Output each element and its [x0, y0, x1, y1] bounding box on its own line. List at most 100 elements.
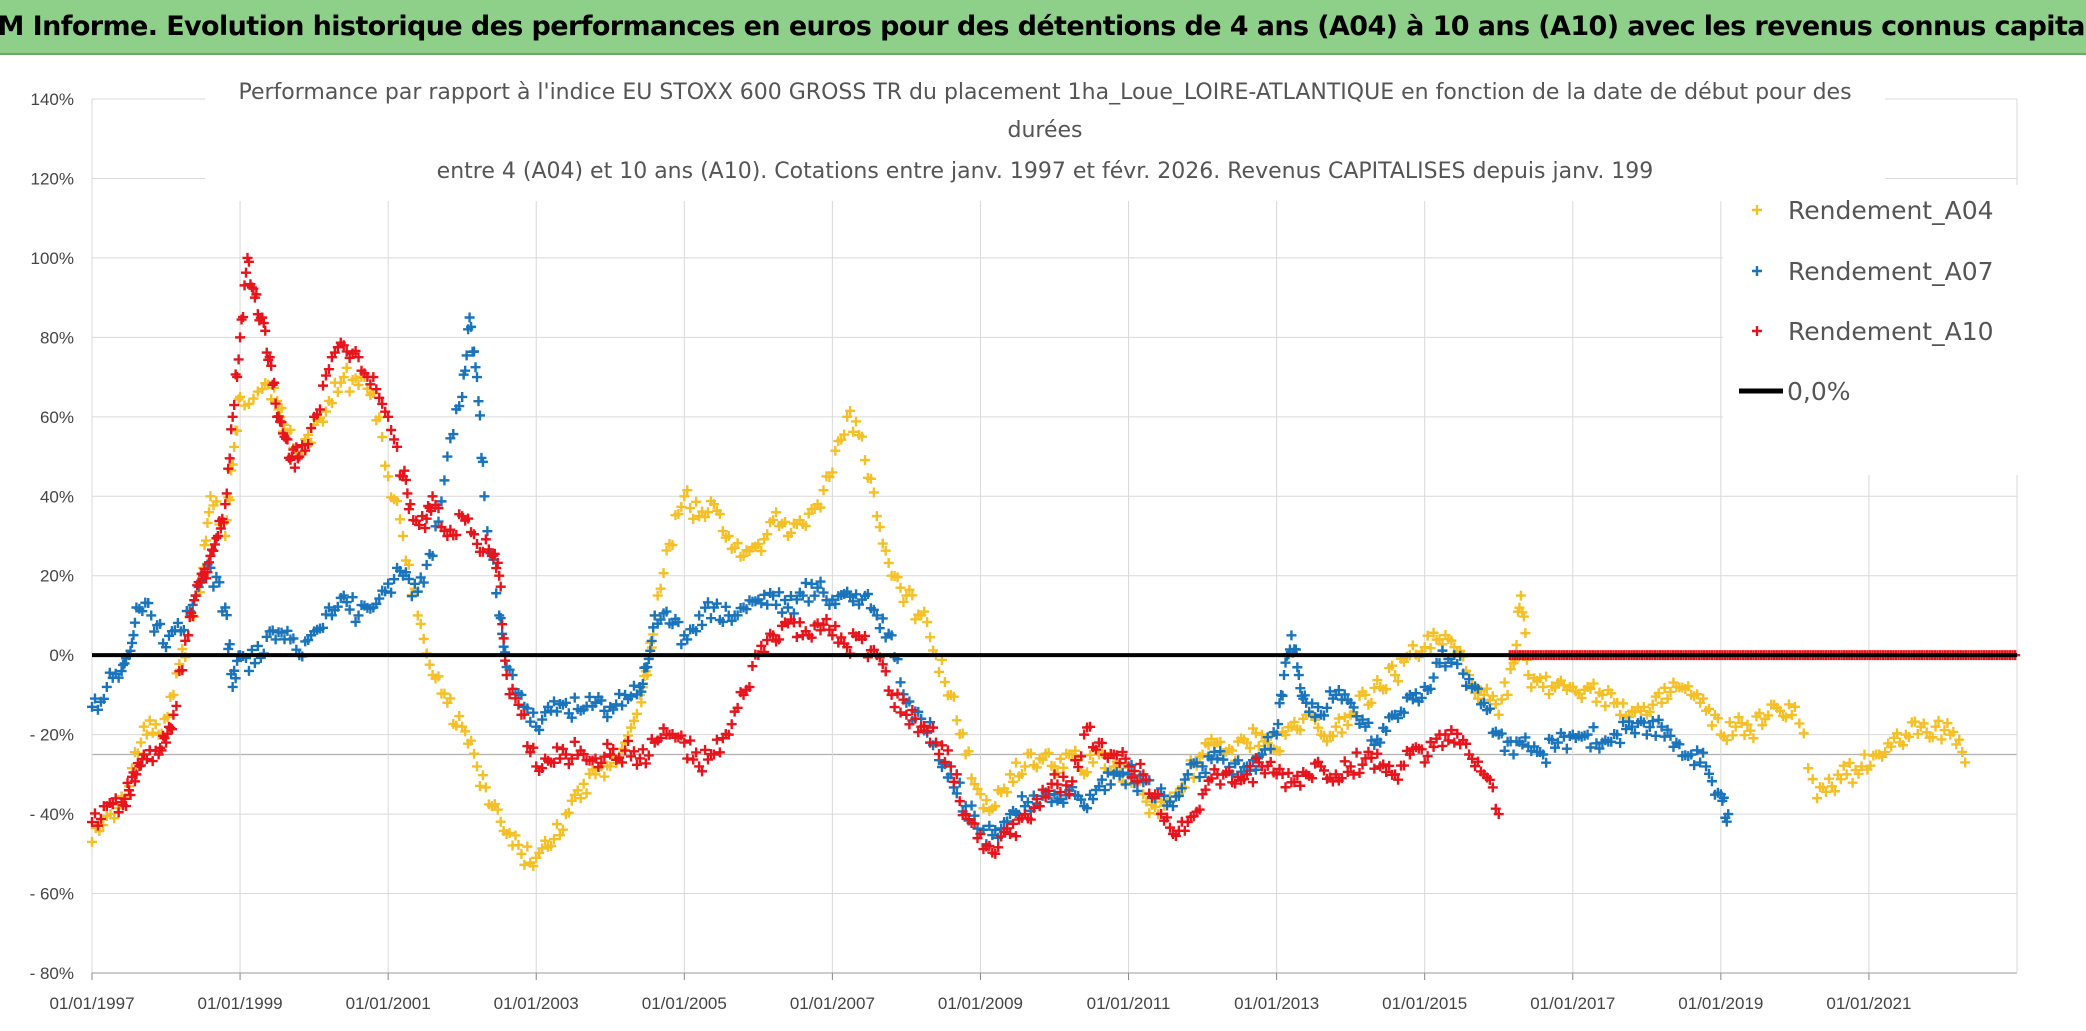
- point-A04: [851, 416, 862, 427]
- point-A07: [1093, 781, 1104, 792]
- point-A07: [326, 610, 337, 621]
- point-A10: [1061, 780, 1072, 791]
- point-A07: [1473, 683, 1483, 694]
- point-A10: [498, 633, 509, 644]
- point-A04: [1043, 747, 1054, 758]
- x-tick-label: 01/01/1999: [198, 994, 283, 1013]
- point-A10: [291, 442, 302, 453]
- point-A04: [1025, 748, 1036, 759]
- point-A07: [830, 598, 841, 609]
- point-A04: [1360, 689, 1371, 700]
- point-A07: [1319, 710, 1329, 721]
- point-A04: [109, 813, 120, 824]
- point-A10: [560, 749, 571, 760]
- point-A04: [1653, 688, 1664, 699]
- point-A04: [377, 432, 388, 443]
- point-A10: [92, 820, 103, 831]
- point-A07: [904, 696, 915, 707]
- point-A10: [1073, 762, 1084, 773]
- point-A07: [522, 703, 533, 714]
- point-A10: [794, 617, 805, 628]
- point-A04: [495, 816, 506, 827]
- point-A10: [400, 474, 411, 485]
- point-A10: [135, 760, 146, 771]
- point-A04: [563, 807, 574, 818]
- point-A10: [549, 757, 559, 768]
- point-A10: [260, 325, 271, 336]
- point-A07: [161, 642, 172, 653]
- point-A04: [474, 780, 485, 791]
- point-A07: [1271, 729, 1282, 740]
- point-A10: [1381, 766, 1392, 777]
- point-A04: [392, 496, 403, 507]
- point-A10: [338, 340, 349, 351]
- point-A10: [1319, 765, 1329, 776]
- point-A10: [969, 818, 980, 829]
- point-A07: [1022, 797, 1033, 808]
- point-A10: [756, 640, 767, 651]
- point-A10: [1467, 753, 1478, 764]
- point-A07: [383, 578, 394, 589]
- point-A10: [226, 424, 237, 435]
- point-A10: [688, 754, 699, 765]
- point-A07: [1393, 713, 1404, 724]
- point-A04: [1909, 716, 1920, 727]
- point-A04: [771, 507, 782, 518]
- point-A10: [113, 807, 124, 818]
- point-A04: [554, 830, 565, 841]
- point-A07: [1662, 724, 1673, 735]
- point-A04: [380, 460, 391, 471]
- point-A07: [101, 681, 112, 692]
- point-A04: [990, 801, 1001, 812]
- point-A10: [643, 750, 654, 761]
- point-A10: [960, 809, 971, 820]
- point-A07: [812, 582, 823, 593]
- point-A07: [470, 362, 481, 373]
- point-A04: [1853, 768, 1864, 779]
- point-A07: [626, 691, 636, 702]
- point-A10: [110, 793, 121, 804]
- point-A04: [1820, 786, 1831, 797]
- point-A07: [1304, 706, 1315, 717]
- point-A10: [212, 531, 223, 541]
- point-A10: [551, 742, 562, 753]
- point-A07: [1529, 741, 1540, 752]
- point-A10: [1209, 764, 1220, 775]
- point-A04: [1206, 733, 1217, 744]
- point-A07: [427, 550, 438, 561]
- point-A10: [399, 465, 410, 476]
- point-A10: [1123, 761, 1134, 772]
- point-A07: [1606, 736, 1617, 747]
- point-A07: [741, 604, 752, 615]
- point-A04: [636, 697, 647, 708]
- point-A10: [1067, 776, 1078, 787]
- point-A10: [491, 563, 502, 574]
- point-A10: [282, 434, 293, 445]
- point-A04: [815, 502, 826, 513]
- point-A04: [922, 617, 933, 628]
- chart-title-line: entre 4 (A04) et 10 ans (A10). Cotations…: [437, 159, 1654, 184]
- point-A10: [818, 619, 829, 630]
- point-A07: [1508, 749, 1519, 760]
- point-A04: [688, 513, 699, 524]
- point-A04: [1823, 773, 1834, 784]
- point-A10: [426, 505, 437, 516]
- point-A10: [266, 360, 277, 371]
- point-A10: [1446, 725, 1457, 736]
- point-A07: [528, 707, 539, 718]
- point-A10: [628, 746, 639, 757]
- point-A04: [679, 491, 690, 502]
- point-A07: [637, 678, 648, 689]
- point-A07: [1656, 721, 1667, 732]
- point-A10: [156, 745, 167, 756]
- point-A10: [504, 689, 515, 700]
- point-A04: [469, 748, 480, 759]
- point-A04: [318, 416, 328, 427]
- point-A10: [87, 817, 97, 828]
- point-A10: [405, 499, 416, 510]
- point-A10: [463, 513, 474, 524]
- point-A07: [473, 396, 484, 407]
- point-A04: [466, 735, 477, 746]
- point-A10: [205, 550, 216, 561]
- point-A07: [762, 599, 773, 610]
